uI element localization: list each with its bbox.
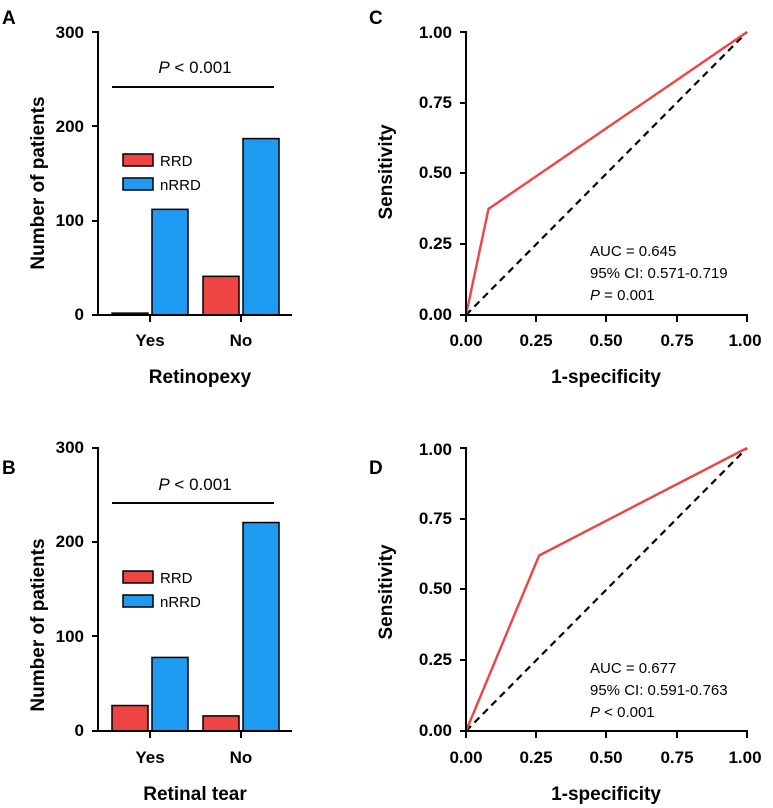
roc-curve xyxy=(464,31,748,316)
legend-label-rrd: RRD xyxy=(160,153,193,170)
bar-rrd-no xyxy=(202,275,240,316)
legend-swatch-rrd xyxy=(122,570,154,584)
y-tick-label: 100 xyxy=(56,627,84,646)
x-axis-title: 1-specificity xyxy=(551,784,661,805)
x-tick-label: 0.75 xyxy=(660,331,693,350)
x-axis-title: 1-specificity xyxy=(551,367,661,388)
y-axis-title: Number of patients xyxy=(28,96,49,269)
bar-nrrd-yes xyxy=(151,208,189,316)
significance-p: P xyxy=(158,58,170,77)
panel-letter: B xyxy=(2,458,16,479)
panel-letter: A xyxy=(2,8,16,29)
x-tick-label: 0.00 xyxy=(449,748,482,767)
x-tick-label: 0.25 xyxy=(519,331,552,350)
ci-label: 95% CI: 0.571-0.719 xyxy=(590,265,728,282)
p-value-p: P xyxy=(590,287,600,304)
bar-nrrd-no xyxy=(242,137,280,316)
roc-lines xyxy=(464,446,748,732)
reference-diagonal-line xyxy=(465,447,748,732)
bar-group xyxy=(111,521,280,732)
x-tick-label: No xyxy=(230,331,253,350)
legend-label-nrrd: nRRD xyxy=(160,594,201,611)
significance-p: P xyxy=(158,475,170,494)
significance-label: P < 0.001 xyxy=(158,475,231,494)
panel-d: D Sensitivity 1-specificity 0.00 0.25 0.… xyxy=(369,440,762,805)
y-axis-title: Sensitivity xyxy=(376,544,397,639)
significance-value: < 0.001 xyxy=(170,58,232,77)
p-value-p: P xyxy=(590,704,600,721)
x-axis-title: Retinal tear xyxy=(143,784,247,805)
significance-label: P < 0.001 xyxy=(158,58,231,77)
x-axis-title: Retinopexy xyxy=(149,367,252,388)
axes xyxy=(460,31,748,322)
x-tick-label: 0.00 xyxy=(449,331,482,350)
bar-nrrd-no xyxy=(242,521,280,732)
x-tick-label: 0.50 xyxy=(589,331,622,350)
y-tick-label: 200 xyxy=(56,117,84,136)
y-tick-label: 0.00 xyxy=(419,305,452,324)
panel-b: B Number of patients Retinal tear 0 100 … xyxy=(2,438,292,805)
x-tick-label: 0.50 xyxy=(589,748,622,767)
y-tick-label: 0.25 xyxy=(419,650,452,669)
y-tick-labels: 0.00 0.25 0.50 0.75 1.00 xyxy=(419,23,452,324)
panel-letter: D xyxy=(369,458,383,479)
y-tick-label: 1.00 xyxy=(419,23,452,42)
roc-curve xyxy=(464,446,748,732)
y-tick-label: 1.00 xyxy=(419,440,452,459)
axes xyxy=(460,447,748,738)
axes xyxy=(92,31,292,322)
x-tick-label: No xyxy=(230,748,253,767)
legend-label-nrrd: nRRD xyxy=(160,177,201,194)
y-tick-label: 0 xyxy=(75,305,84,324)
x-tick-label: Yes xyxy=(135,748,164,767)
p-value-label: P < 0.001 xyxy=(590,704,655,721)
legend-swatch-rrd xyxy=(122,153,154,167)
y-tick-label: 0.50 xyxy=(419,579,452,598)
auc-label: AUC = 0.645 xyxy=(590,243,676,260)
roc-lines xyxy=(464,31,748,316)
x-tick-label: 0.25 xyxy=(519,748,552,767)
y-tick-label: 100 xyxy=(56,211,84,230)
y-axis-title: Sensitivity xyxy=(376,124,397,219)
y-tick-label: 0.50 xyxy=(419,163,452,182)
y-tick-label: 300 xyxy=(56,438,84,457)
axes xyxy=(92,447,292,738)
panel-a: A Number of patients Retinopexy 0 100 20… xyxy=(2,8,292,388)
p-value-text: = 0.001 xyxy=(600,287,655,304)
x-tick-label: 1.00 xyxy=(728,331,761,350)
y-tick-label: 0.25 xyxy=(419,234,452,253)
y-tick-label: 300 xyxy=(56,23,84,42)
y-tick-label: 0.75 xyxy=(419,93,452,112)
x-tick-label: Yes xyxy=(135,331,164,350)
auc-label: AUC = 0.677 xyxy=(590,660,676,677)
ci-label: 95% CI: 0.591-0.763 xyxy=(590,682,728,699)
reference-diagonal-line xyxy=(465,31,748,316)
x-tick-label: 1.00 xyxy=(728,748,761,767)
legend-swatch-nrrd xyxy=(122,177,154,191)
p-value-label: P = 0.001 xyxy=(590,287,655,304)
x-tick-labels: 0.00 0.25 0.50 0.75 1.00 xyxy=(449,331,761,350)
legend-swatch-nrrd xyxy=(122,594,154,608)
y-tick-labels: 0.00 0.25 0.50 0.75 1.00 xyxy=(419,440,452,740)
y-tick-label: 0.75 xyxy=(419,509,452,528)
bar-nrrd-yes xyxy=(151,656,189,732)
x-tick-labels: 0.00 0.25 0.50 0.75 1.00 xyxy=(449,748,761,767)
y-axis-title: Number of patients xyxy=(28,538,49,711)
bar-rrd-no xyxy=(202,715,240,732)
y-tick-label: 0.00 xyxy=(419,721,452,740)
legend-label-rrd: RRD xyxy=(160,570,193,587)
panel-letter: C xyxy=(369,8,383,29)
x-tick-label: 0.75 xyxy=(660,748,693,767)
y-tick-label: 200 xyxy=(56,532,84,551)
bar-rrd-yes xyxy=(111,704,149,732)
y-tick-label: 0 xyxy=(75,721,84,740)
panel-c: C Sensitivity 1-specificity 0.00 0.25 0.… xyxy=(369,8,762,388)
significance-value: < 0.001 xyxy=(170,475,232,494)
p-value-text: < 0.001 xyxy=(600,704,655,721)
